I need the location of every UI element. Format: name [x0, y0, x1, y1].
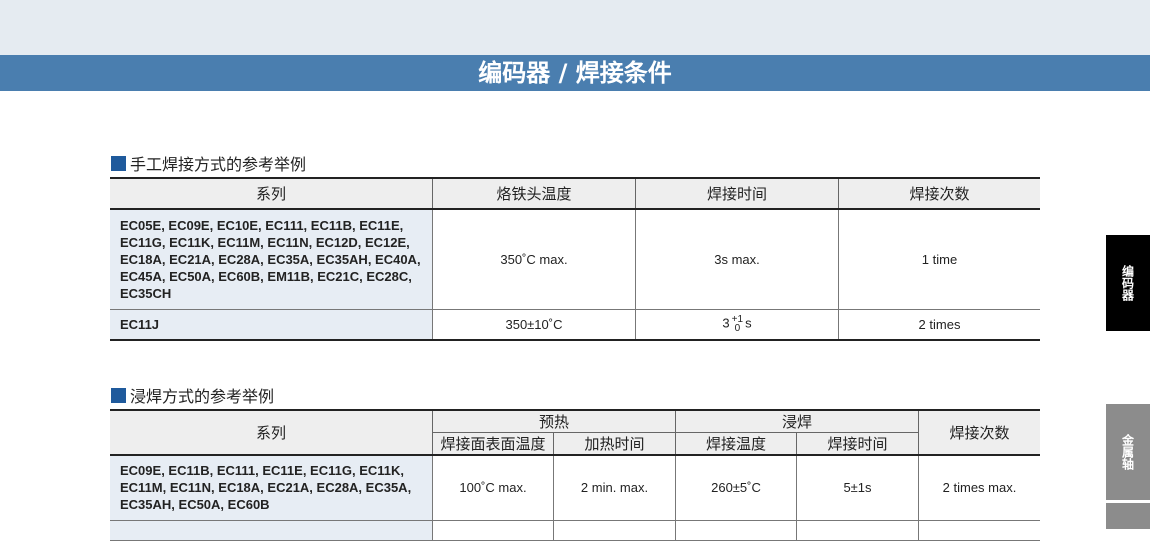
time-cell: 3s max. [635, 208, 839, 310]
col-header: 焊接时间 [635, 178, 839, 210]
tolerance-plus: +1 [731, 314, 744, 326]
square-bullet-icon [111, 155, 126, 171]
section-heading-dip: 浸焊方式的参考举例 [111, 383, 274, 407]
temp-cell: 350±10˚C [432, 308, 636, 341]
series-cell: EC11J [110, 308, 433, 341]
col-header: 焊接次数 [918, 410, 1040, 456]
count-cell: 2 times max. [918, 454, 1040, 521]
side-tab-metal-shaft[interactable]: 金属轴 [1106, 404, 1150, 500]
col-header: 浸焊 [675, 410, 919, 433]
pre-time-cell: 2 min. max. [553, 454, 676, 521]
temp-cell: 350˚C max. [432, 208, 636, 310]
section-title: 浸焊方式的参考举例 [130, 387, 275, 406]
time-base: 3 [722, 315, 730, 331]
col-header: 加热时间 [553, 432, 676, 456]
series-cell: EC09E, EC11B, EC111, EC11E, EC11G, EC11K… [110, 454, 433, 521]
table-row: EC09E, EC11B, EC111, EC11E, EC11G, EC11K… [110, 454, 1040, 521]
tolerance-minus: 0 [734, 323, 741, 335]
pre-temp-cell: 100˚C max. [432, 454, 554, 521]
col-header: 烙铁头温度 [432, 178, 636, 210]
time-cell: 3 +1 0 s [635, 308, 839, 341]
page-title: 编码器 / 焊接条件 [0, 55, 1150, 91]
col-header: 系列 [110, 410, 433, 456]
col-header: 焊接面表面温度 [432, 432, 554, 456]
section-title: 手工焊接方式的参考举例 [130, 155, 307, 174]
col-header: 焊接温度 [675, 432, 797, 456]
dip-soldering-table: 系列 预热 浸焊 焊接次数 焊接面表面温度 加热时间 焊接温度 焊接时间 EC0… [110, 409, 1040, 541]
series-cell: EC05E, EC09E, EC10E, EC111, EC11B, EC11E… [110, 208, 433, 310]
table-row [110, 519, 1040, 541]
col-header: 焊接次数 [838, 178, 1040, 210]
section-heading-manual: 手工焊接方式的参考举例 [111, 151, 306, 175]
col-header: 预热 [432, 410, 676, 433]
col-header: 焊接时间 [796, 432, 919, 456]
time-unit: s [745, 315, 752, 331]
dip-time-cell: 5±1s [796, 454, 919, 521]
square-bullet-icon [111, 387, 126, 403]
manual-soldering-table: 系列 烙铁头温度 焊接时间 焊接次数 EC05E, EC09E, EC10E, … [110, 177, 1040, 341]
count-cell: 1 time [838, 208, 1040, 310]
side-tab-next[interactable] [1106, 503, 1150, 529]
count-cell: 2 times [838, 308, 1040, 341]
table-row: EC11J 350±10˚C 3 +1 0 s 2 times [110, 308, 1040, 341]
dip-temp-cell: 260±5˚C [675, 454, 797, 521]
side-tab-encoder[interactable]: 编码器 [1106, 235, 1150, 331]
table-row: EC05E, EC09E, EC10E, EC111, EC11B, EC11E… [110, 208, 1040, 310]
col-header: 系列 [110, 178, 433, 210]
top-band [0, 0, 1150, 55]
